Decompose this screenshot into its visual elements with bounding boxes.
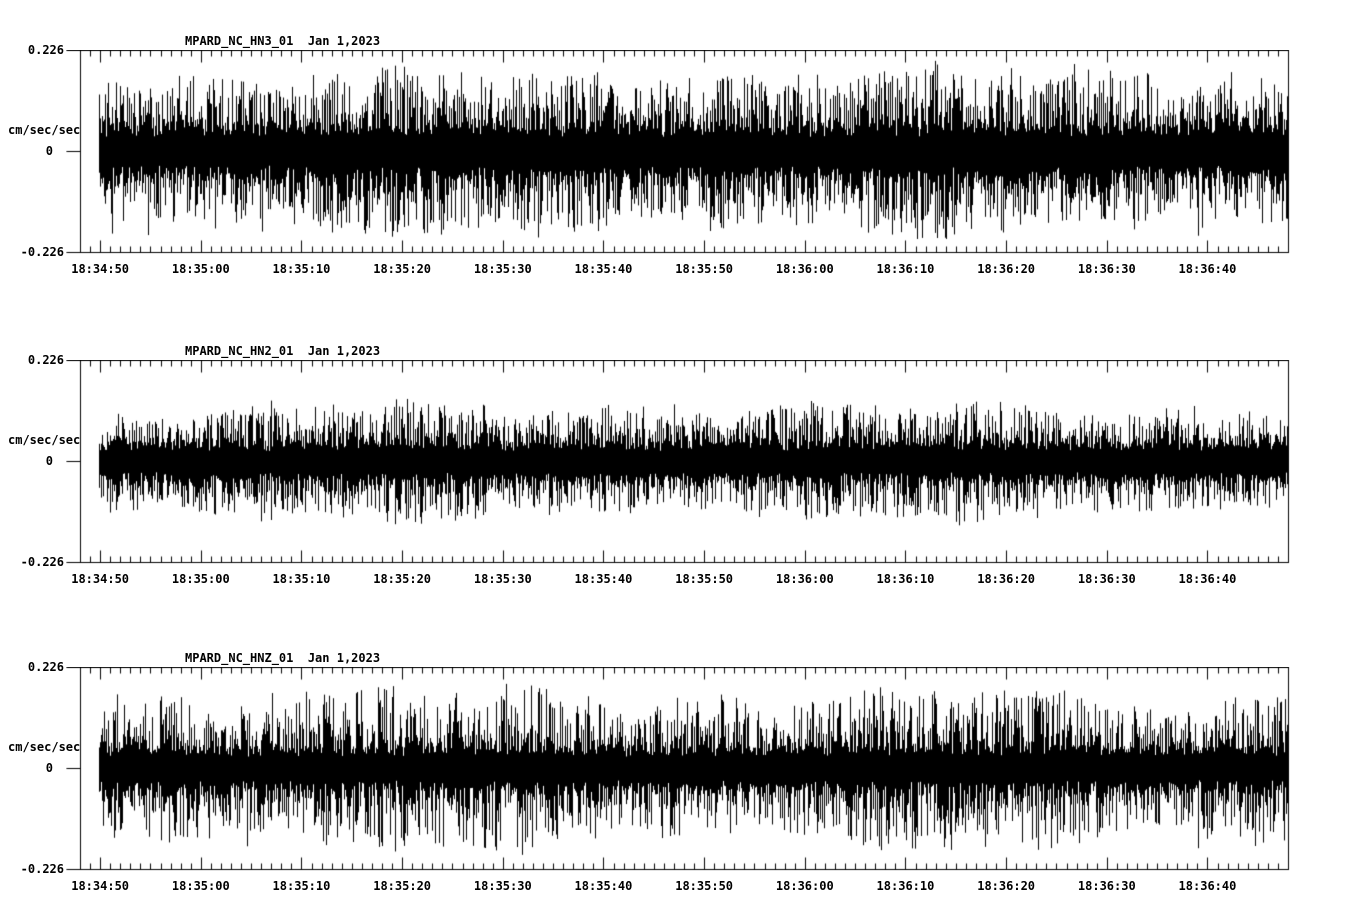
time-tick-labels-row: 18:34:50 18:35:00 18:35:10 18:35:20 18:35:30… xyxy=(0,572,1358,588)
amplitude-units-label: cm/sec/sec xyxy=(8,740,81,754)
time-tick-label: 18:35:50 xyxy=(675,262,734,276)
time-tick-label: 18:35:50 xyxy=(675,879,734,893)
time-tick-label: 18:35:40 xyxy=(574,572,633,586)
time-tick-label: 18:34:50 xyxy=(71,572,130,586)
time-tick-label: 18:36:00 xyxy=(775,879,834,893)
time-tick-label: 18:36:10 xyxy=(876,879,935,893)
time-tick-label: 18:35:00 xyxy=(171,572,230,586)
time-tick-label: 18:36:30 xyxy=(1077,262,1136,276)
time-tick-labels-row: 18:34:50 18:35:00 18:35:10 18:35:20 18:35:30… xyxy=(0,879,1358,895)
amplitude-max-label: 0.226 xyxy=(27,43,64,57)
amplitude-units-label: cm/sec/sec xyxy=(8,123,81,137)
panel-title: MPARD_NC_HNZ_01 Jan 1,2023 xyxy=(185,651,381,665)
time-tick-label: 18:36:00 xyxy=(775,572,834,586)
amplitude-min-label: -0.226 xyxy=(20,862,64,876)
time-tick-label: 18:35:50 xyxy=(675,572,734,586)
time-tick-label: 18:34:50 xyxy=(71,879,130,893)
time-tick-label: 18:34:50 xyxy=(71,262,130,276)
time-tick-label: 18:35:10 xyxy=(272,879,331,893)
amplitude-units-label: cm/sec/sec xyxy=(8,433,81,447)
time-tick-label: 18:36:20 xyxy=(977,262,1036,276)
time-tick-label: 18:36:10 xyxy=(876,262,935,276)
time-tick-label: 18:35:00 xyxy=(171,879,230,893)
time-tick-label: 18:36:40 xyxy=(1178,879,1237,893)
amplitude-zero-label: 0 xyxy=(45,144,53,158)
amplitude-zero-label: 0 xyxy=(45,454,53,468)
time-tick-label: 18:35:30 xyxy=(473,879,532,893)
time-tick-label: 18:35:40 xyxy=(574,879,633,893)
time-tick-label: 18:35:30 xyxy=(473,262,532,276)
amplitude-min-label: -0.226 xyxy=(20,245,64,259)
amplitude-zero-label: 0 xyxy=(45,761,53,775)
waveform-canvas-hn2 xyxy=(66,360,1290,564)
time-tick-label: 18:35:20 xyxy=(373,262,432,276)
time-tick-label: 18:36:40 xyxy=(1178,572,1237,586)
amplitude-max-label: 0.226 xyxy=(27,660,64,674)
waveform-canvas-hnz xyxy=(66,667,1290,871)
seismogram-panel-hnz: MPARD_NC_HNZ_01 Jan 1,2023 0.226 cm/sec/… xyxy=(0,651,1358,899)
time-tick-label: 18:35:10 xyxy=(272,262,331,276)
panel-title: MPARD_NC_HN3_01 Jan 1,2023 xyxy=(185,34,381,48)
amplitude-min-label: -0.226 xyxy=(20,555,64,569)
time-tick-label: 18:36:20 xyxy=(977,879,1036,893)
time-tick-label: 18:36:40 xyxy=(1178,262,1237,276)
seismogram-panel-hn2: MPARD_NC_HN2_01 Jan 1,2023 0.226 cm/sec/… xyxy=(0,344,1358,592)
time-tick-label: 18:35:30 xyxy=(473,572,532,586)
waveform-canvas-hn3 xyxy=(66,50,1290,254)
seismogram-panel-hn3: MPARD_NC_HN3_01 Jan 1,2023 0.226 cm/sec/… xyxy=(0,34,1358,282)
time-tick-label: 18:35:20 xyxy=(373,879,432,893)
time-tick-label: 18:36:20 xyxy=(977,572,1036,586)
time-tick-label: 18:35:20 xyxy=(373,572,432,586)
time-tick-label: 18:36:10 xyxy=(876,572,935,586)
time-tick-label: 18:35:40 xyxy=(574,262,633,276)
time-tick-labels-row: 18:34:50 18:35:00 18:35:10 18:35:20 18:35:30… xyxy=(0,262,1358,278)
time-tick-label: 18:35:10 xyxy=(272,572,331,586)
amplitude-max-label: 0.226 xyxy=(27,353,64,367)
time-tick-label: 18:35:00 xyxy=(171,262,230,276)
panel-title: MPARD_NC_HN2_01 Jan 1,2023 xyxy=(185,344,381,358)
time-tick-label: 18:36:30 xyxy=(1077,879,1136,893)
time-tick-label: 18:36:30 xyxy=(1077,572,1136,586)
time-tick-label: 18:36:00 xyxy=(775,262,834,276)
